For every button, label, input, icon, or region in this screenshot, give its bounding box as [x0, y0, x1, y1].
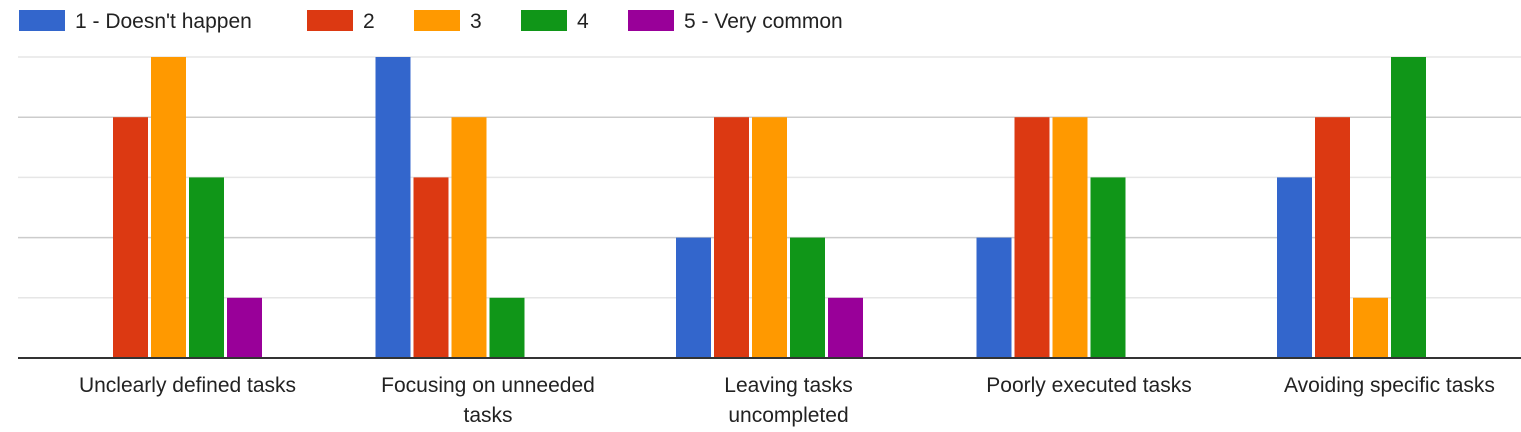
legend-label: 2 — [363, 10, 375, 33]
bar — [1014, 117, 1050, 358]
bar — [1052, 117, 1088, 358]
bar — [1277, 177, 1312, 358]
bar — [113, 117, 148, 358]
x-tick-label: Poorly executed tasks — [986, 374, 1191, 397]
x-axis-tick-labels: Unclearly defined tasks Focusing on unnee… — [79, 374, 1495, 427]
legend-swatch — [19, 10, 65, 31]
legend: 1 - Doesn't happen 2 3 4 5 - Very common — [19, 10, 843, 33]
legend-label: 4 — [577, 10, 589, 33]
legend-label: 1 - Doesn't happen — [75, 10, 252, 33]
legend-item: 1 - Doesn't happen — [19, 10, 252, 33]
bars — [113, 57, 1426, 358]
bar — [752, 117, 787, 358]
legend-item: 4 — [521, 10, 589, 33]
bar — [1090, 177, 1126, 358]
bar — [375, 57, 411, 358]
bar — [714, 117, 749, 358]
bar — [1315, 117, 1350, 358]
bar — [790, 237, 825, 358]
bar — [976, 237, 1012, 358]
bar — [489, 297, 525, 358]
x-tick-label: Leaving tasks — [724, 374, 852, 397]
bar — [1353, 297, 1388, 358]
bar — [151, 57, 186, 358]
x-tick-label: Focusing on unneeded — [381, 374, 595, 397]
legend-swatch — [628, 10, 674, 31]
bar — [828, 297, 863, 358]
bar — [413, 177, 449, 358]
legend-swatch — [521, 10, 567, 31]
bar — [451, 117, 487, 358]
x-tick-label: tasks — [463, 404, 512, 427]
legend-item: 3 — [414, 10, 482, 33]
legend-item: 2 — [307, 10, 375, 33]
bar — [189, 177, 224, 358]
legend-swatch — [307, 10, 353, 31]
bar — [676, 237, 711, 358]
legend-label: 5 - Very common — [684, 10, 843, 33]
bar — [227, 297, 262, 358]
x-tick-label: Avoiding specific tasks — [1284, 374, 1495, 397]
bar — [1391, 57, 1426, 358]
x-tick-label: uncompleted — [728, 404, 848, 427]
legend-item: 5 - Very common — [628, 10, 843, 33]
x-tick-label: Unclearly defined tasks — [79, 374, 296, 397]
legend-label: 3 — [470, 10, 482, 33]
legend-swatch — [414, 10, 460, 31]
